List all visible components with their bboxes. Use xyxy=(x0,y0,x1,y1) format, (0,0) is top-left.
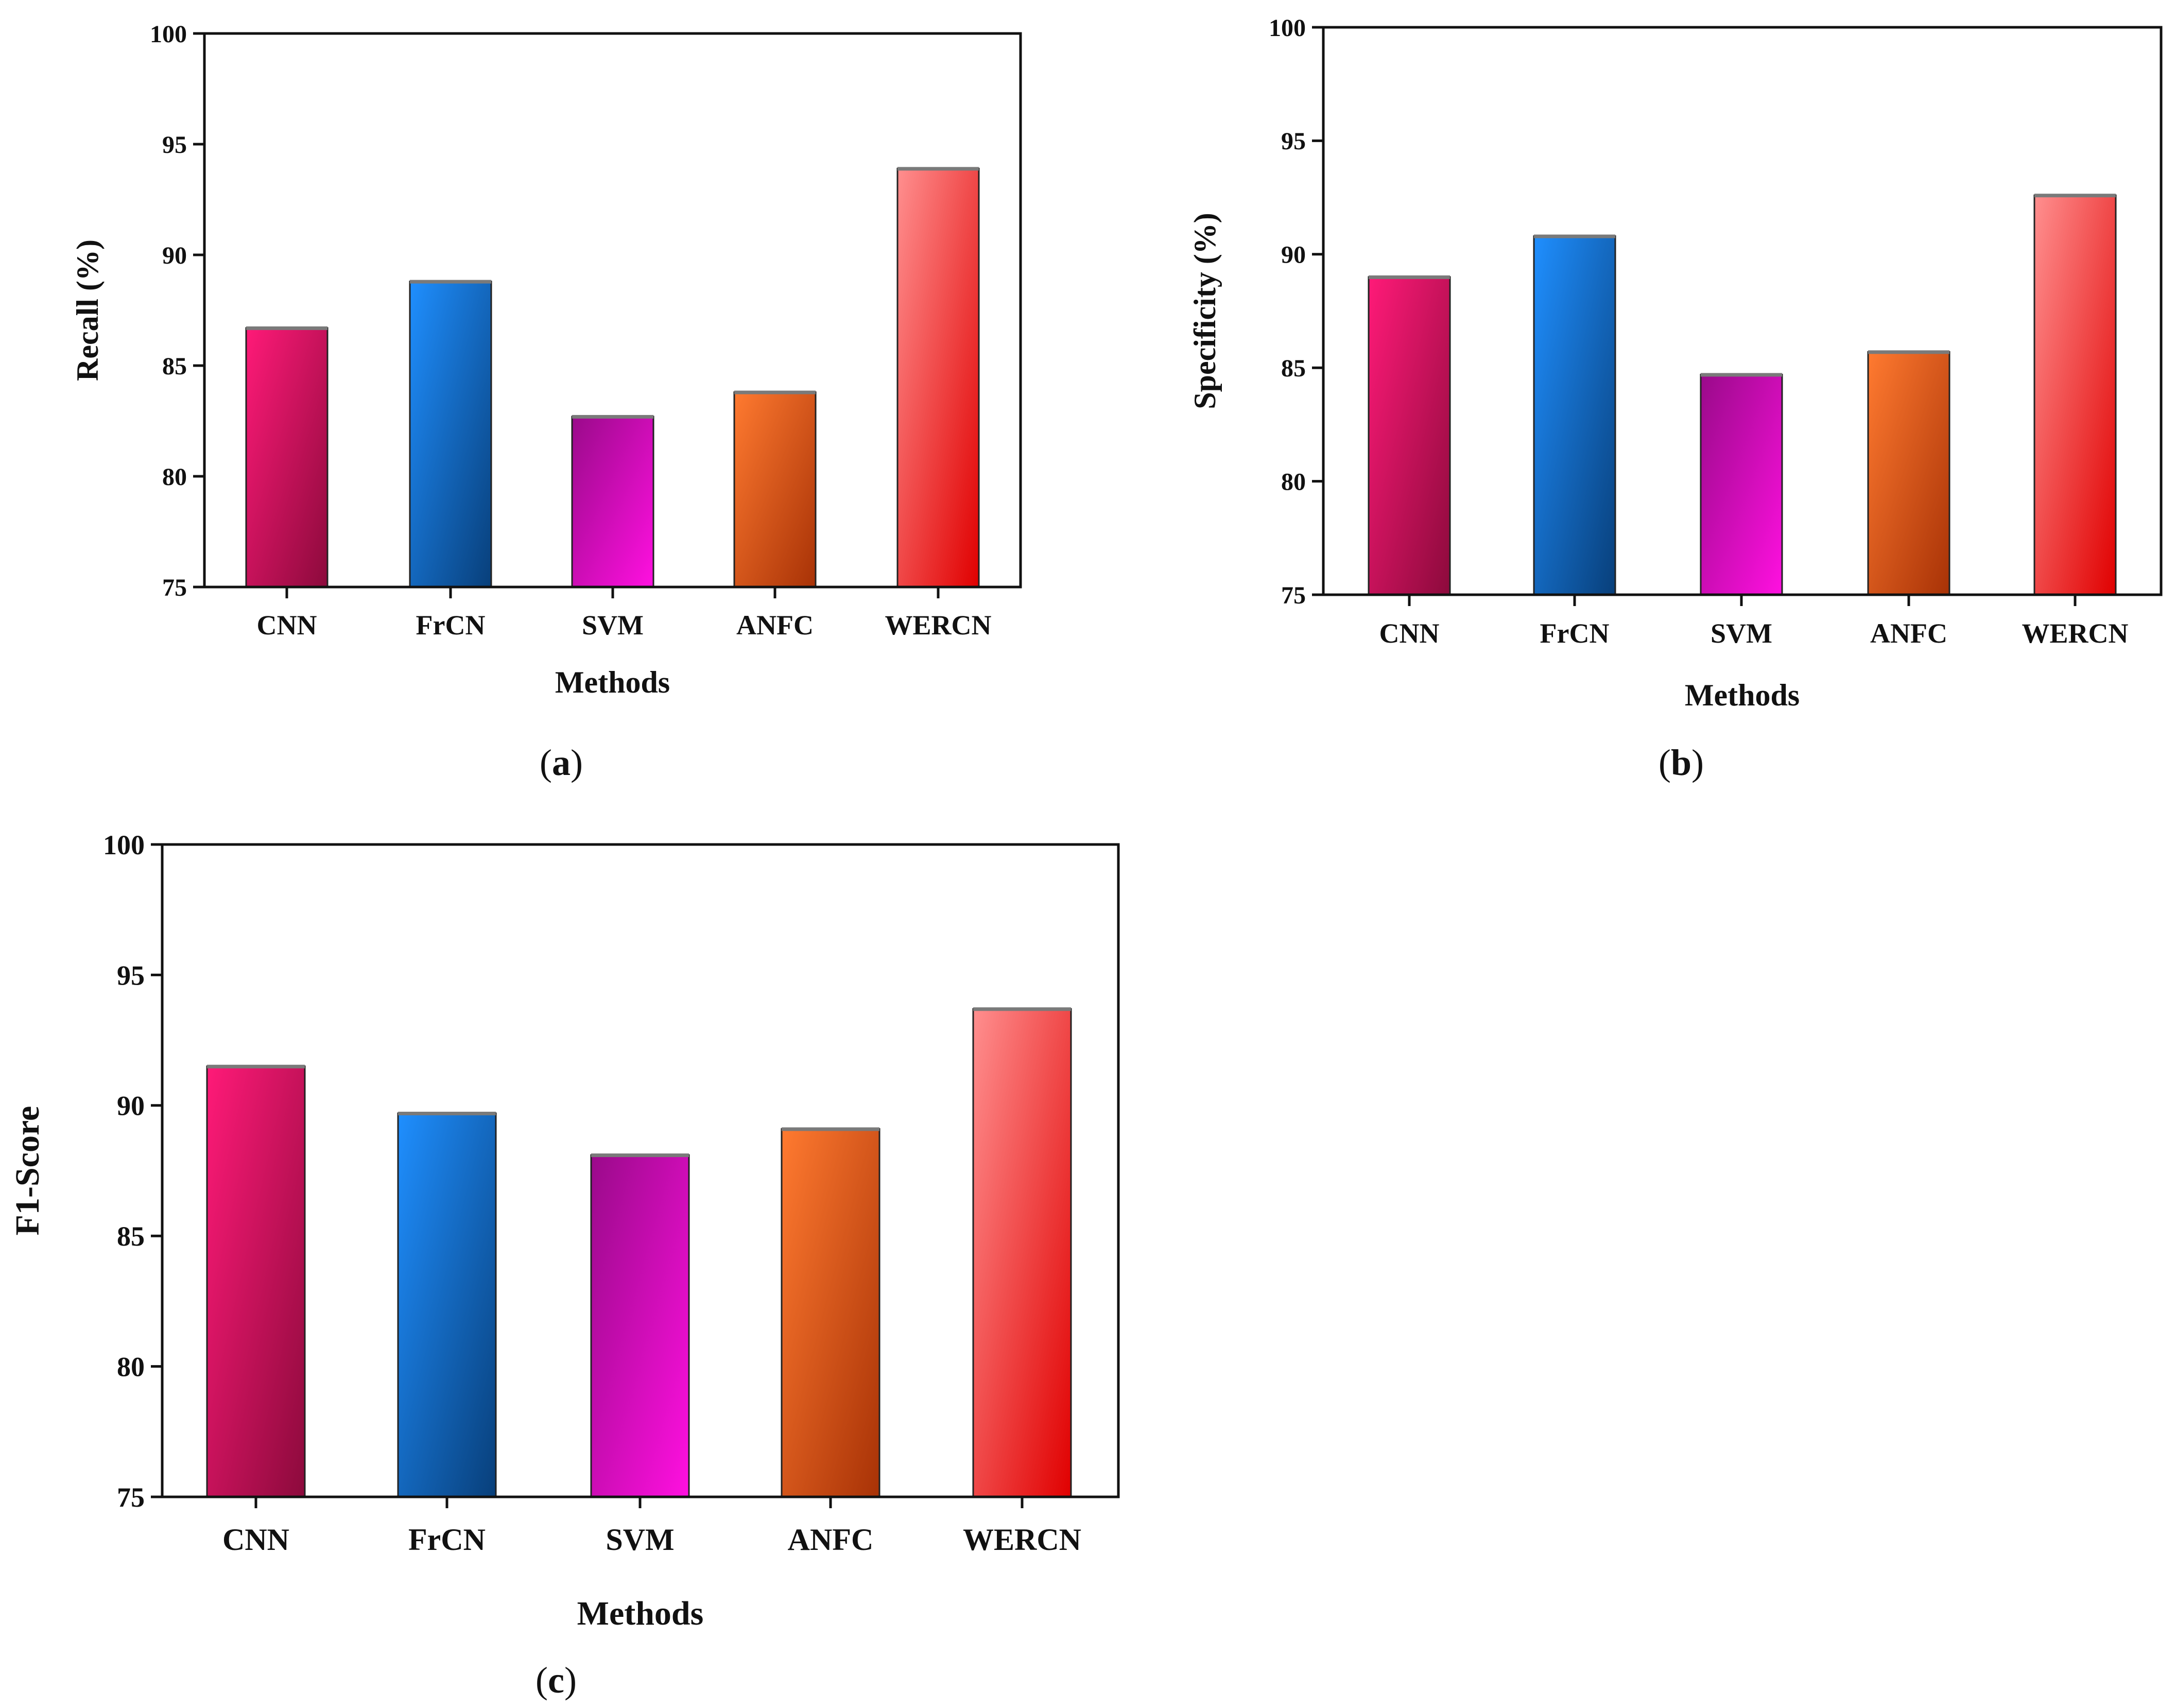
bar-cap xyxy=(973,1007,1071,1011)
x-category-label: ANFC xyxy=(1870,618,1947,649)
bar-svm xyxy=(1700,373,1783,596)
y-tick-label: 75 xyxy=(117,1482,145,1513)
y-tick-label: 85 xyxy=(162,353,187,380)
chart-panel-b: 75 80 85 90 95 100 CNN FrCN SVM ANFC WERCN Methods S… xyxy=(1188,14,2163,783)
x-category-label: WERCN xyxy=(2022,618,2128,649)
y-tick-label: 90 xyxy=(162,242,187,269)
bar-anfc xyxy=(781,1128,880,1498)
chart-panel-a: 75 80 85 90 95 100 CNN FrCN SVM ANFC WERCN Methods R… xyxy=(71,21,1022,783)
x-category-label: FrCN xyxy=(416,610,486,641)
bar-cnn xyxy=(1368,276,1451,596)
bar-cap xyxy=(398,1112,496,1116)
bar-cap xyxy=(410,280,491,284)
bar-cap xyxy=(207,1064,305,1068)
bar-anfc xyxy=(733,391,817,588)
x-category-label: FrCN xyxy=(408,1523,486,1557)
bar-cap xyxy=(897,167,979,171)
y-tick-label: 95 xyxy=(117,960,145,991)
y-axis-title: Specificity (%) xyxy=(1188,213,1222,409)
x-category-label: WERCN xyxy=(963,1523,1081,1557)
bar-wercn xyxy=(972,1008,1072,1498)
panel-caption: (c) xyxy=(536,1660,577,1701)
x-axis-title: Methods xyxy=(1685,678,1800,712)
y-tick-label: 85 xyxy=(117,1221,145,1252)
panel-caption: (a) xyxy=(540,742,583,783)
bar-cap xyxy=(572,415,653,419)
y-tick-label: 80 xyxy=(162,463,187,491)
bar-cap xyxy=(246,326,327,330)
x-category-label: SVM xyxy=(1711,618,1772,649)
y-tick-label: 90 xyxy=(1281,241,1306,269)
bar-cap xyxy=(1868,350,1949,354)
y-tick-label: 90 xyxy=(117,1091,145,1122)
bar-svm xyxy=(571,416,654,588)
bar-cnn xyxy=(245,327,329,588)
y-tick-label: 100 xyxy=(150,21,187,48)
y-tick-label: 80 xyxy=(1281,468,1306,495)
bar-frcn xyxy=(409,281,492,588)
bar-wercn xyxy=(896,167,980,588)
y-tick-label: 100 xyxy=(103,830,145,860)
x-axis-title: Methods xyxy=(555,665,670,699)
x-category-label: CNN xyxy=(1379,618,1440,649)
x-category-label: CNN xyxy=(257,610,317,641)
bar-cap xyxy=(1701,373,1782,377)
chart-panel-c: 75 80 85 90 95 100 CNN FrCN SVM ANFC WERCN Methods F… xyxy=(9,830,1120,1701)
y-tick-label: 100 xyxy=(1269,14,1306,42)
y-tick-label: 80 xyxy=(117,1352,145,1383)
y-tick-label: 85 xyxy=(1281,355,1306,382)
bar-svm xyxy=(590,1154,690,1498)
y-axis-title: Recall (%) xyxy=(71,239,105,381)
y-tick-label: 75 xyxy=(1281,582,1306,609)
y-tick-label: 75 xyxy=(162,574,187,601)
bar-anfc xyxy=(1867,351,1950,596)
bar-frcn xyxy=(397,1112,497,1498)
x-category-label: FrCN xyxy=(1540,618,1610,649)
x-category-label: CNN xyxy=(222,1523,289,1557)
x-category-label: SVM xyxy=(606,1523,674,1557)
x-category-label: SVM xyxy=(582,610,644,641)
y-tick-label: 95 xyxy=(1281,128,1306,155)
bar-cnn xyxy=(206,1065,306,1498)
bar-cap xyxy=(1369,275,1450,279)
x-axis-title: Methods xyxy=(577,1595,704,1632)
bar-cap xyxy=(591,1153,689,1158)
bar-frcn xyxy=(1533,235,1616,596)
x-category-label: ANFC xyxy=(788,1523,874,1557)
bar-cap xyxy=(782,1127,879,1131)
bar-wercn xyxy=(2033,194,2117,596)
x-category-label: WERCN xyxy=(885,610,991,641)
y-tick-label: 95 xyxy=(162,131,187,159)
panel-caption: (b) xyxy=(1659,742,1704,783)
x-category-label: ANFC xyxy=(736,610,814,641)
bar-cap xyxy=(2034,194,2116,198)
bar-cap xyxy=(1534,234,1615,238)
bar-cap xyxy=(734,390,816,394)
y-axis-title: F1-Score xyxy=(9,1106,46,1236)
